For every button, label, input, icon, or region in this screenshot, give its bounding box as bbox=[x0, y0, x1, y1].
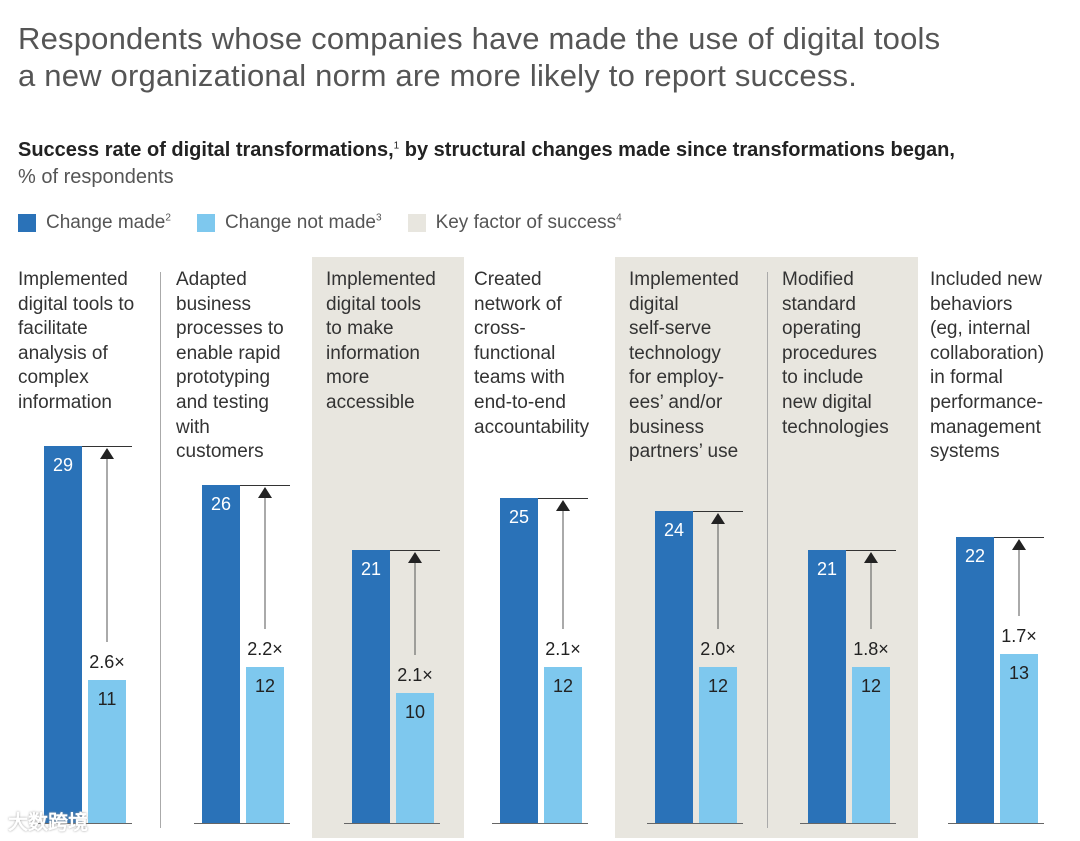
legend-swatch bbox=[407, 214, 426, 232]
multiplier-label: 2.6× bbox=[89, 652, 125, 672]
value-label-change-not-made: 12 bbox=[255, 676, 275, 696]
category-label: Modified standard operating procedures t… bbox=[782, 269, 889, 438]
legend-change-not-made: Change not made3 bbox=[196, 212, 382, 234]
bar-change-not-made bbox=[1000, 654, 1038, 823]
subtitle-text: Success rate of digital transformations, bbox=[18, 139, 394, 161]
bar-change-made bbox=[500, 498, 538, 823]
watermark: 大数跨境 bbox=[8, 812, 88, 834]
bar-change-not-made bbox=[396, 693, 434, 823]
bar-change-not-made bbox=[544, 667, 582, 823]
chart-subtitle: Success rate of digital transformations,… bbox=[18, 139, 955, 162]
value-label-change-not-made: 11 bbox=[98, 689, 117, 709]
value-label-change-made: 22 bbox=[965, 546, 985, 566]
multiplier-label: 2.1× bbox=[397, 665, 433, 685]
value-label-change-made: 25 bbox=[509, 507, 529, 527]
multiplier-label: 2.0× bbox=[700, 639, 736, 659]
value-label-change-made: 26 bbox=[211, 494, 231, 514]
multiplier-label: 2.2× bbox=[247, 639, 283, 659]
category-label: Implemented digital tools to make inform… bbox=[326, 269, 436, 413]
bar-change-made bbox=[808, 550, 846, 823]
legend-swatch bbox=[196, 214, 215, 232]
legend: Change made2 Change not made3 Key factor… bbox=[18, 212, 622, 234]
value-label-change-not-made: 12 bbox=[708, 676, 728, 696]
bar-change-made bbox=[44, 446, 82, 823]
legend-label: Key factor of success bbox=[435, 212, 617, 233]
column-divider bbox=[160, 272, 161, 828]
value-label-change-made: 29 bbox=[53, 455, 73, 475]
footnote: 3 bbox=[376, 212, 382, 224]
subtitle-rest: by structural changes made since transfo… bbox=[399, 139, 955, 161]
bar-change-made bbox=[352, 550, 390, 823]
value-label-change-not-made: 13 bbox=[1009, 663, 1029, 683]
arrow-up-icon bbox=[864, 552, 878, 563]
arrow-up-icon bbox=[258, 487, 272, 498]
arrow-up-icon bbox=[408, 552, 422, 563]
multiplier-label: 1.7× bbox=[1001, 626, 1037, 646]
bar-change-not-made bbox=[88, 680, 126, 823]
value-label-change-made: 21 bbox=[361, 559, 381, 579]
footnote: 2 bbox=[165, 212, 171, 224]
legend-label: Change made bbox=[46, 212, 166, 233]
arrow-up-icon bbox=[100, 448, 114, 459]
value-label-change-not-made: 12 bbox=[553, 676, 573, 696]
value-label-change-not-made: 10 bbox=[405, 702, 425, 722]
bar-change-made bbox=[655, 511, 693, 823]
headline: Respondents whose companies have made th… bbox=[18, 21, 941, 93]
footnote-1: 1 bbox=[393, 140, 400, 152]
multiplier-label: 2.1× bbox=[545, 639, 581, 659]
unit-label: % of respondents bbox=[18, 166, 174, 188]
category-label: Adapted business processes to enable rap… bbox=[176, 269, 284, 463]
bar-change-made bbox=[202, 485, 240, 823]
footnote: 4 bbox=[616, 212, 622, 224]
arrow-up-icon bbox=[1012, 539, 1026, 550]
column-divider bbox=[767, 272, 768, 828]
category-label: Implemented digital tools to facilitate … bbox=[18, 269, 135, 413]
legend-label: Change not made bbox=[224, 212, 376, 233]
category-label: Included new behaviors (eg, internal col… bbox=[930, 269, 1045, 463]
arrow-up-icon bbox=[556, 500, 570, 511]
category-label: Created network of cross- functional tea… bbox=[474, 269, 590, 438]
legend-change-made: Change made2 bbox=[18, 212, 171, 234]
value-label-change-made: 24 bbox=[664, 520, 684, 540]
bar-change-not-made bbox=[246, 667, 284, 823]
bar-change-not-made bbox=[699, 667, 737, 823]
category-label: Implemented digital self-serve technolog… bbox=[629, 269, 739, 463]
bar-change-made bbox=[956, 537, 994, 823]
multiplier-label: 1.8× bbox=[853, 639, 889, 659]
value-label-change-not-made: 12 bbox=[861, 676, 881, 696]
bar-change-not-made bbox=[852, 667, 890, 823]
arrow-up-icon bbox=[711, 513, 725, 524]
legend-key-factor: Key factor of success4 bbox=[407, 212, 622, 234]
legend-swatch bbox=[18, 214, 36, 232]
value-label-change-made: 21 bbox=[817, 559, 837, 579]
